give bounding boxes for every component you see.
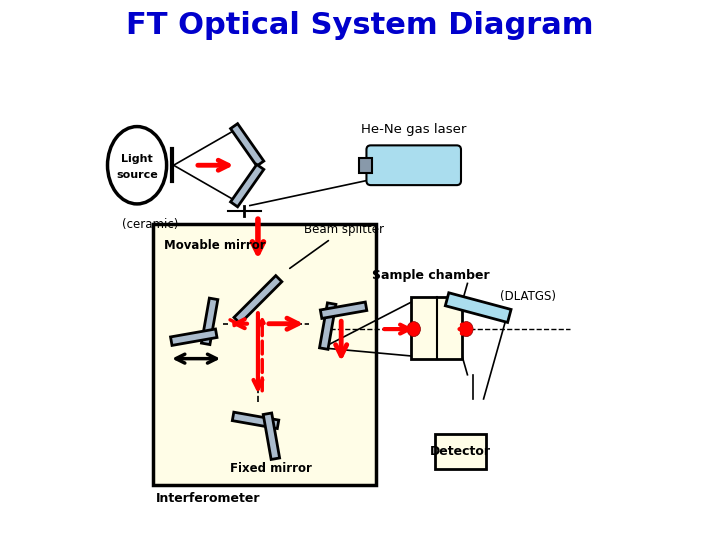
Text: Detector: Detector bbox=[431, 445, 491, 458]
Polygon shape bbox=[230, 165, 264, 207]
Polygon shape bbox=[233, 412, 279, 429]
Text: He-Ne gas laser: He-Ne gas laser bbox=[361, 123, 467, 136]
Ellipse shape bbox=[459, 322, 473, 336]
Polygon shape bbox=[234, 275, 282, 323]
Bar bbox=[435, 434, 486, 469]
Text: Interferometer: Interferometer bbox=[156, 492, 261, 505]
Text: Sample chamber: Sample chamber bbox=[372, 269, 490, 282]
Text: (DLATGS): (DLATGS) bbox=[500, 291, 556, 303]
Polygon shape bbox=[202, 298, 218, 345]
Polygon shape bbox=[445, 293, 511, 322]
FancyBboxPatch shape bbox=[366, 145, 461, 185]
Text: Light: Light bbox=[121, 154, 153, 164]
Bar bbox=[411, 297, 462, 359]
Polygon shape bbox=[320, 302, 366, 319]
Ellipse shape bbox=[107, 126, 166, 204]
Text: Beam splitter: Beam splitter bbox=[289, 223, 384, 268]
Text: source: source bbox=[116, 170, 158, 180]
Polygon shape bbox=[230, 124, 264, 166]
Text: (ceramic): (ceramic) bbox=[122, 218, 179, 231]
Text: FT Optical System Diagram: FT Optical System Diagram bbox=[126, 11, 594, 40]
Polygon shape bbox=[320, 303, 336, 349]
Text: Movable mirror: Movable mirror bbox=[164, 239, 266, 252]
Bar bbox=[153, 224, 376, 485]
Polygon shape bbox=[264, 413, 279, 460]
Text: Fixed mirror: Fixed mirror bbox=[230, 462, 312, 475]
Polygon shape bbox=[171, 329, 217, 346]
Bar bbox=[359, 158, 372, 173]
Ellipse shape bbox=[407, 322, 420, 336]
